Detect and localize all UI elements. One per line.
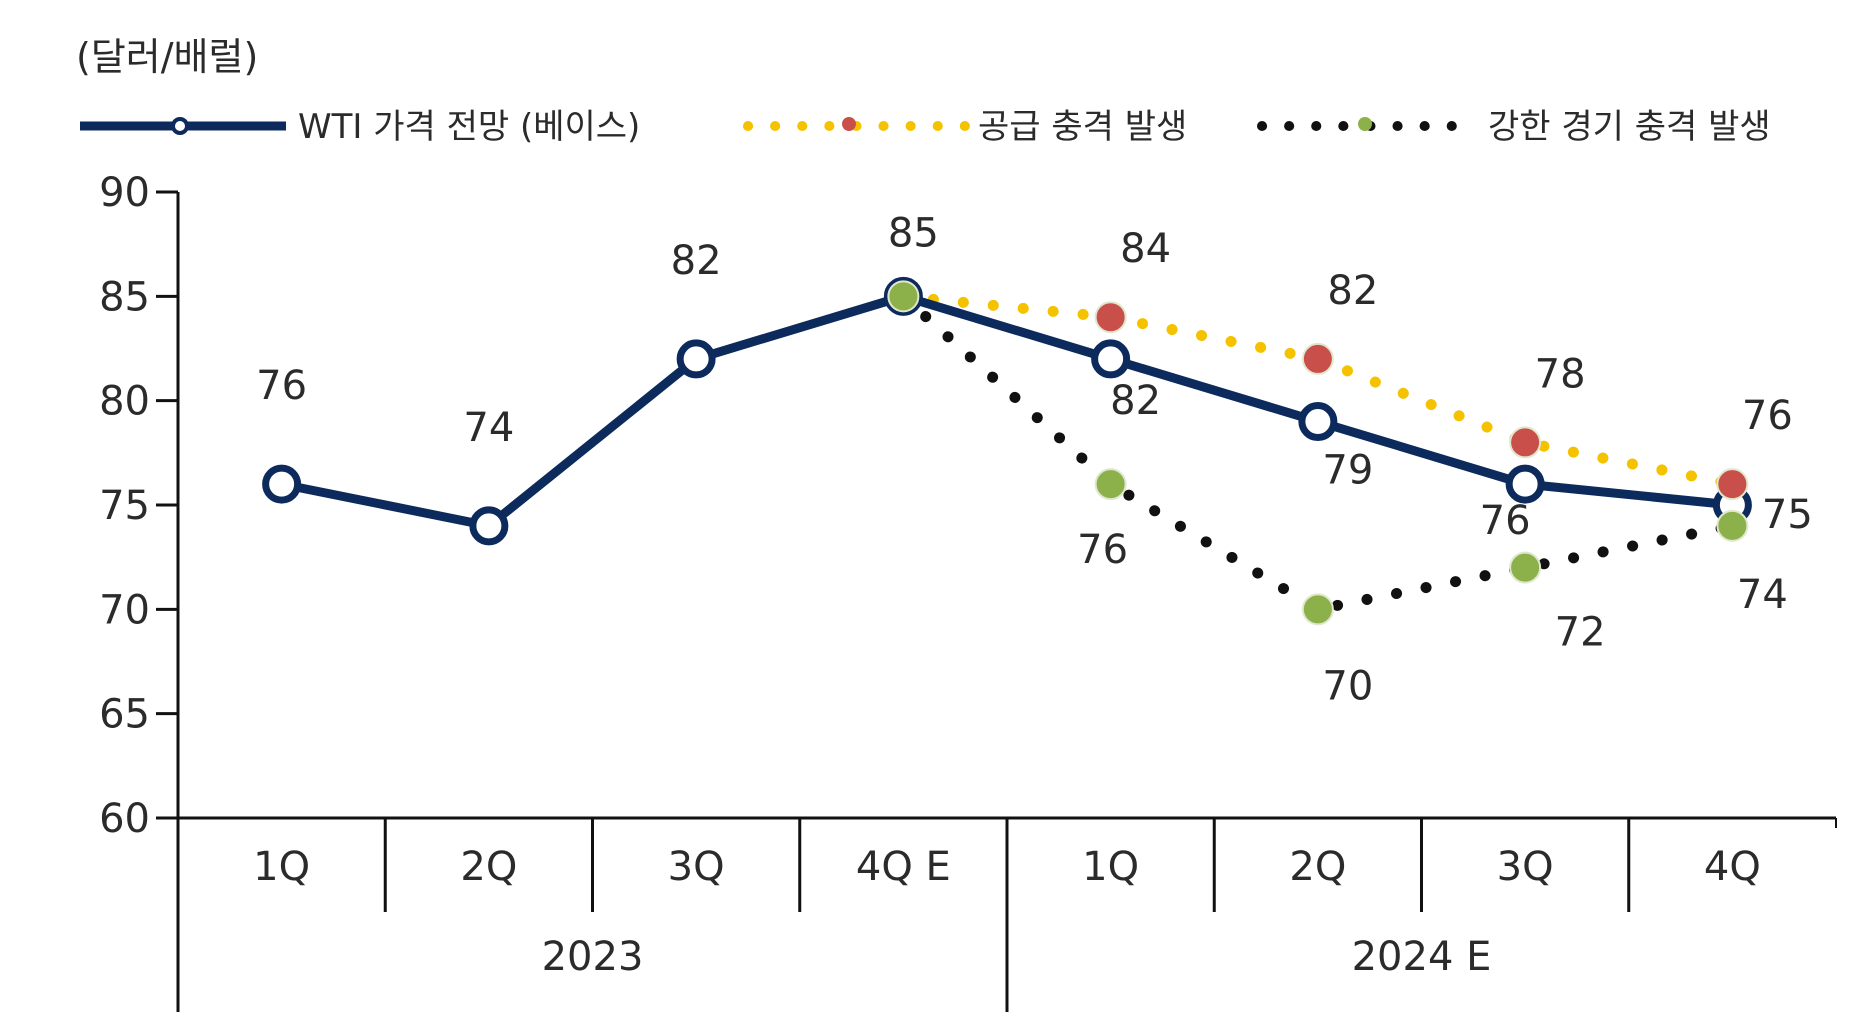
data-label-base: 76 bbox=[1480, 498, 1531, 544]
y-tick-label: 65 bbox=[99, 692, 150, 738]
marker-base bbox=[1091, 339, 1131, 379]
legend-marker-demand bbox=[1358, 117, 1372, 131]
legend-label-supply: 공급 충격 발생 bbox=[978, 107, 1187, 147]
marker-strong-economic-shock bbox=[1301, 593, 1334, 626]
data-label-base: 75 bbox=[1762, 492, 1813, 538]
marker-strong-economic-shock bbox=[887, 280, 920, 313]
x-group-label: 2023 bbox=[542, 934, 644, 980]
data-label-strong-economic-shock: 76 bbox=[1077, 527, 1128, 573]
legend-item-supply: 공급 충격 발생 bbox=[743, 107, 1187, 147]
marker-strong-economic-shock bbox=[1716, 509, 1749, 542]
x-tick-label: 2Q bbox=[460, 844, 517, 890]
data-label-base: 82 bbox=[1110, 378, 1161, 424]
legend-marker-base bbox=[171, 117, 189, 135]
legend-label-demand: 강한 경기 충격 발생 bbox=[1488, 107, 1771, 147]
y-tick-label: 85 bbox=[99, 274, 150, 320]
y-tick-label: 70 bbox=[99, 587, 150, 633]
data-label-strong-economic-shock: 72 bbox=[1555, 610, 1606, 656]
marker-supply-shock bbox=[1094, 301, 1127, 334]
unit-label: (달러/배럴) bbox=[76, 35, 258, 79]
marker-strong-economic-shock bbox=[1509, 551, 1542, 584]
x-tick-label: 3Q bbox=[668, 844, 725, 890]
legend: WTI 가격 전망 (베이스) 공급 충격 발생 강한 경기 충격 발생 bbox=[80, 107, 1771, 147]
data-label-base: 79 bbox=[1322, 448, 1373, 494]
x-tick-label: 1Q bbox=[253, 844, 310, 890]
marker-supply-shock bbox=[1716, 468, 1749, 501]
y-tick-label: 75 bbox=[99, 483, 150, 529]
legend-item-base: WTI 가격 전망 (베이스) bbox=[80, 107, 640, 147]
series-line-base bbox=[280, 291, 1733, 531]
marker-base bbox=[1505, 464, 1545, 504]
marker-base bbox=[676, 339, 716, 379]
marker-base bbox=[262, 464, 302, 504]
marker-strong-economic-shock bbox=[1094, 468, 1127, 501]
x-group-label: 2024 E bbox=[1352, 934, 1492, 980]
data-label-strong-economic-shock: 70 bbox=[1322, 663, 1373, 709]
marker-base bbox=[469, 506, 509, 546]
data-label-supply-shock: 76 bbox=[1742, 393, 1793, 439]
y-tick-label: 90 bbox=[99, 170, 150, 216]
x-tick-label: 4Q bbox=[1704, 844, 1761, 890]
axes: 90 85 80 75 70 65 60 1Q 2Q 3Q 4Q E 1Q 2Q 3Q 4Q 2023 2024… bbox=[99, 170, 1837, 1012]
marker-base bbox=[1298, 402, 1338, 442]
data-label-strong-economic-shock: 74 bbox=[1737, 572, 1788, 618]
data-labels: 76 74 82 85 82 79 76 75 84 82 78 76 76 70 72 74 bbox=[256, 210, 1813, 709]
data-label-supply-shock: 78 bbox=[1535, 351, 1586, 397]
data-label-base: 74 bbox=[463, 405, 514, 451]
x-tick-label: 3Q bbox=[1497, 844, 1554, 890]
series-markers bbox=[262, 276, 1752, 626]
legend-label-base: WTI 가격 전망 (베이스) bbox=[298, 107, 640, 147]
x-tick-label: 4Q E bbox=[856, 844, 951, 890]
legend-marker-supply bbox=[842, 117, 856, 131]
x-tick-label: 1Q bbox=[1082, 844, 1139, 890]
y-tick-label: 60 bbox=[99, 796, 150, 842]
marker-supply-shock bbox=[1301, 342, 1334, 375]
x-tick-label: 2Q bbox=[1289, 844, 1346, 890]
series-line-supply-shock bbox=[897, 290, 1738, 490]
data-label-base: 82 bbox=[671, 238, 722, 284]
data-label-base: 76 bbox=[256, 363, 307, 409]
data-label-supply-shock: 84 bbox=[1120, 226, 1171, 272]
legend-item-demand: 강한 경기 충격 발생 bbox=[1257, 107, 1771, 147]
data-label-supply-shock: 82 bbox=[1327, 268, 1378, 314]
marker-supply-shock bbox=[1509, 426, 1542, 459]
data-label-base: 85 bbox=[888, 210, 939, 256]
y-tick-label: 80 bbox=[99, 379, 150, 425]
